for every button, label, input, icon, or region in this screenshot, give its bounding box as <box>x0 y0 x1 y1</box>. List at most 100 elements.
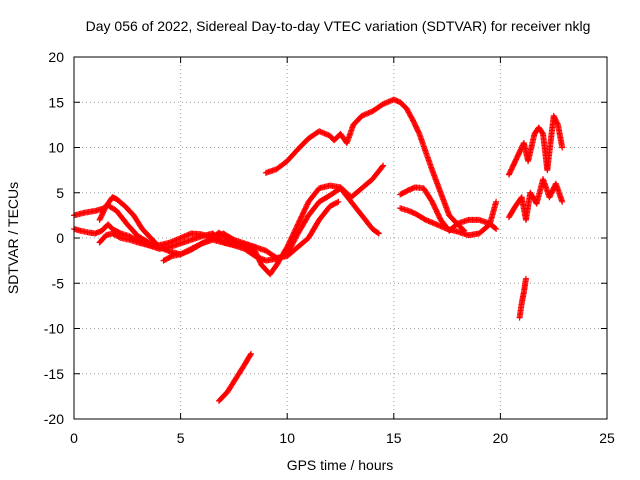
data-point <box>493 198 500 205</box>
data-point <box>374 229 381 236</box>
x-axis-label: GPS time / hours <box>287 457 394 473</box>
data-point <box>182 248 189 255</box>
data-point <box>116 234 123 241</box>
x-tick-label: 20 <box>493 430 509 446</box>
data-point <box>301 206 308 213</box>
data-point <box>296 218 303 225</box>
x-tick-label: 25 <box>599 430 615 446</box>
data-point <box>192 243 199 250</box>
series-arc-9 <box>397 198 500 239</box>
data-point <box>554 120 561 127</box>
data-point <box>186 246 193 253</box>
data-point <box>292 225 299 232</box>
series-arc-3 <box>96 162 387 278</box>
data-point <box>196 241 203 248</box>
data-point <box>300 209 307 216</box>
x-tick-label: 5 <box>177 430 185 446</box>
data-point <box>178 250 185 257</box>
data-point <box>287 236 294 243</box>
data-point <box>298 213 305 220</box>
data-point <box>247 352 254 359</box>
y-axis-label: SDTVAR / TECUs <box>5 182 21 294</box>
data-point <box>202 238 209 245</box>
data-point <box>247 350 254 357</box>
data-point <box>334 199 341 206</box>
data-point <box>197 241 204 248</box>
data-point <box>185 247 192 254</box>
plot-area-frame <box>73 56 608 420</box>
data-point <box>284 244 291 251</box>
data-point <box>289 232 296 239</box>
data-point <box>287 237 294 244</box>
data-point <box>291 229 298 236</box>
y-tick-label: 0 <box>56 230 64 246</box>
y-tick-label: 10 <box>48 140 64 156</box>
y-tick-label: 5 <box>56 185 64 201</box>
y-tick-label: -20 <box>44 411 64 427</box>
data-point <box>284 242 291 249</box>
data-point <box>198 240 205 247</box>
series-arc-5 <box>160 198 342 264</box>
series-arc-8 <box>397 184 500 234</box>
series-arc-7 <box>262 96 468 234</box>
data-point <box>162 245 169 252</box>
data-point <box>304 201 311 208</box>
data-point <box>208 235 215 242</box>
data-point <box>193 243 200 250</box>
data-point <box>200 239 207 246</box>
data-point <box>180 249 187 256</box>
data-point <box>299 210 306 217</box>
data-point <box>205 237 212 244</box>
data-point <box>297 216 304 223</box>
data-point <box>293 224 300 231</box>
y-tick-label: 15 <box>48 94 64 110</box>
y-tick-label: -5 <box>52 275 65 291</box>
data-point <box>522 275 529 282</box>
data-point <box>297 214 304 221</box>
data-point <box>492 225 499 232</box>
data-point <box>303 204 310 211</box>
data-point <box>292 226 299 233</box>
data-point <box>177 251 184 258</box>
axis-ticks: 0 5 10 15 20 25 -20 -15 -10 -5 0 5 10 15 20 <box>44 49 615 446</box>
data-point <box>291 228 298 235</box>
data-point <box>204 237 211 244</box>
data-point <box>493 225 500 232</box>
series-arc-11 <box>505 176 566 223</box>
data-point <box>288 234 295 241</box>
data-point <box>294 221 301 228</box>
data-point <box>290 230 297 237</box>
y-tick-label: -15 <box>44 366 64 382</box>
chart-title: Day 056 of 2022, Sidereal Day-to-day VTE… <box>86 18 591 34</box>
data-point <box>294 222 301 229</box>
data-point <box>303 202 310 209</box>
series-arc-10 <box>505 112 566 178</box>
data-point <box>285 241 292 248</box>
data-point <box>189 245 196 252</box>
data-point <box>188 245 195 252</box>
data-point <box>289 233 296 240</box>
x-tick-label: 10 <box>279 430 295 446</box>
data-point <box>380 162 387 169</box>
data-point <box>559 144 566 151</box>
data-point <box>206 236 213 243</box>
x-tick-label: 0 <box>70 430 78 446</box>
series-arc-12 <box>516 275 529 321</box>
series-arc-4 <box>96 230 169 252</box>
data-points <box>71 96 566 404</box>
data-point <box>296 217 303 224</box>
data-point <box>335 198 342 205</box>
data-point <box>379 163 386 170</box>
data-point <box>295 220 302 227</box>
data-point <box>167 253 174 260</box>
x-tick-label: 15 <box>386 430 402 446</box>
data-point <box>181 249 188 256</box>
data-point <box>286 240 293 247</box>
data-point <box>299 212 306 219</box>
y-tick-label: 20 <box>48 49 64 65</box>
y-tick-label: -10 <box>44 321 64 337</box>
data-point <box>559 198 566 205</box>
series-arc-2 <box>71 185 382 264</box>
data-point <box>194 242 201 249</box>
